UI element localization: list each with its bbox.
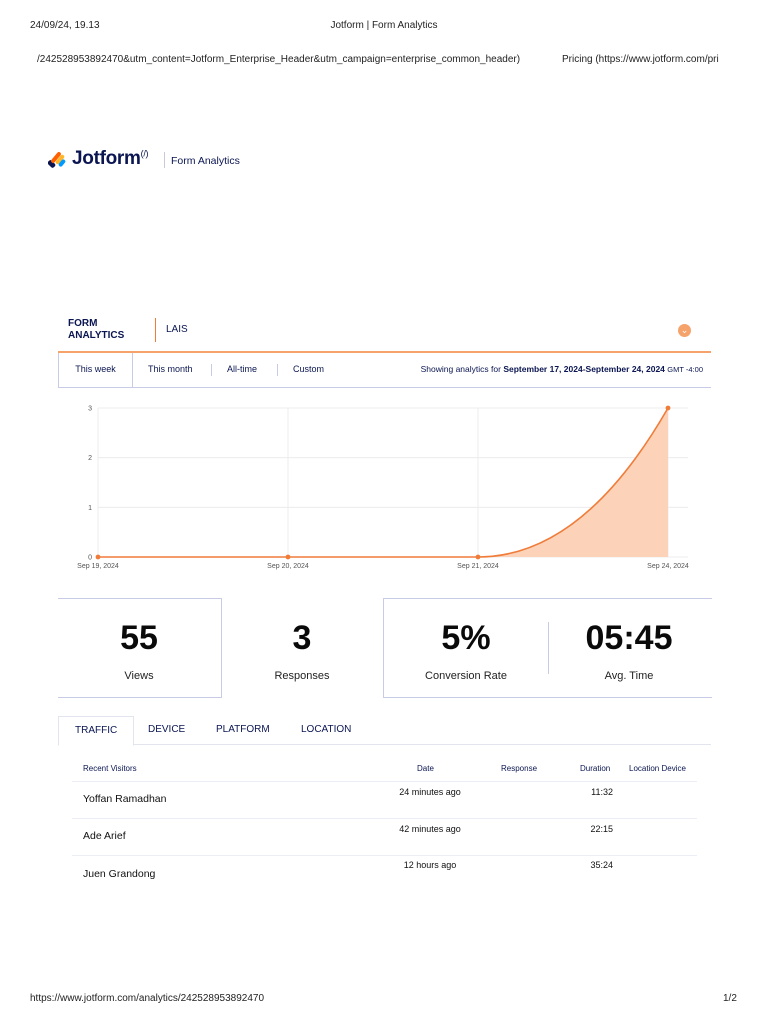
chart-line [98, 407, 669, 558]
stat-value: 3 [292, 619, 312, 657]
visit-duration: 35:24 [590, 860, 613, 870]
tab-this-week[interactable]: This week [58, 353, 133, 387]
stat-value: 05:45 [585, 619, 673, 657]
col-location-device: Location Device [629, 764, 686, 773]
stat-label: Views [124, 670, 154, 682]
print-page-title: Jotform | Form Analytics [330, 20, 438, 31]
visitor-name: Juen Grandong [83, 868, 156, 880]
tab-this-month[interactable]: This month [148, 364, 193, 374]
footer-url: https://www.jotform.com/analytics/242528… [30, 993, 265, 1004]
stat-value: 5% [441, 619, 491, 657]
visit-duration: 11:32 [591, 787, 613, 797]
logo-text: Jotform [72, 148, 141, 169]
jotform-logo[interactable]: Jotform(/) [72, 148, 149, 170]
col-recent-visitors: Recent Visitors [83, 764, 137, 773]
range-timezone: GMT -4:00 [667, 365, 703, 374]
y-tick-label: 0 [88, 555, 92, 562]
x-tick-label: Sep 19, 2024 [77, 563, 119, 570]
tab-location[interactable]: LOCATION [301, 724, 352, 735]
product-name: Form Analytics [171, 155, 240, 167]
col-response: Response [501, 764, 538, 773]
detail-tabs: TRAFFIC DEVICE PLATFORM LOCATION [58, 716, 711, 746]
chart-points [95, 405, 671, 560]
y-tick-label: 3 [88, 406, 92, 413]
date-range-tabs: This week This month All-time Custom Sho… [58, 353, 711, 388]
col-duration: Duration [580, 764, 611, 773]
row-divider [72, 855, 697, 856]
stat-conversion-rate: 5% Conversion Rate [391, 618, 541, 682]
visit-date: 42 minutes ago [399, 824, 461, 834]
form-name: LAIS [166, 324, 188, 335]
stat-value: 55 [120, 619, 158, 657]
col-date: Date [417, 764, 434, 773]
stat-separator [548, 622, 549, 674]
x-tick-label: Sep 24, 2024 [647, 563, 689, 570]
visit-duration: 22:15 [590, 824, 613, 834]
chart-point [285, 554, 291, 560]
stat-label: Responses [274, 670, 330, 682]
tab-traffic[interactable]: TRAFFIC [58, 716, 135, 746]
x-tick-label: Sep 21, 2024 [457, 563, 499, 570]
chevron-down-icon[interactable]: ⌄ [678, 324, 691, 337]
chart-point [665, 405, 671, 411]
tab-device[interactable]: DEVICE [148, 724, 186, 735]
print-url-fragment: /242528953892470&utm_content=Jotform_Ent… [37, 54, 521, 65]
y-tick-label: 1 [88, 505, 92, 512]
form-analytics-title: FORM ANALYTICS [68, 318, 125, 341]
logo-divider [164, 152, 165, 168]
stat-views: 55 Views [64, 618, 214, 682]
header-divider [155, 318, 156, 342]
chart-x-labels: Sep 19, 2024 Sep 20, 2024 Sep 21, 2024 Sep … [77, 563, 689, 570]
analytics-chart: 0 1 2 3 Sep 19, 2024 Sep 20, 2024 Sep 21, 202… [77, 405, 689, 571]
chart-point [95, 554, 101, 560]
tab-custom[interactable]: Custom [293, 364, 325, 374]
visitor-name: Yoffan Ramadhan [83, 793, 167, 805]
jotform-logo-icon[interactable] [48, 150, 66, 170]
header-underline [58, 351, 711, 353]
chart-area [98, 408, 668, 557]
visit-date: 24 minutes ago [399, 787, 461, 797]
tab-separator [211, 364, 212, 376]
visitor-name: Ade Arief [83, 830, 126, 842]
y-tick-label: 2 [88, 455, 92, 462]
stat-avg-time: 05:45 Avg. Time [554, 618, 704, 682]
footer-page-number: 1/2 [723, 993, 737, 1004]
row-divider [72, 818, 697, 819]
x-tick-label: Sep 20, 2024 [267, 563, 309, 570]
tab-separator [277, 364, 278, 376]
pricing-link[interactable]: Pricing (https://www.jotform.com/pri [562, 54, 719, 65]
logo-sup: (/) [140, 148, 149, 159]
tab-all-time[interactable]: All-time [227, 364, 258, 374]
range-prefix: Showing analytics for [420, 364, 501, 374]
range-dates: September 17, 2024-September 24, 2024 [503, 364, 665, 374]
chart-point [475, 554, 481, 560]
stat-label: Avg. Time [604, 670, 654, 682]
row-divider [72, 781, 697, 782]
stat-label: Conversion Rate [425, 670, 507, 682]
chart-y-labels: 0 1 2 3 [88, 406, 92, 562]
stat-responses: 3 Responses [227, 618, 377, 682]
range-info: Showing analytics for September 17, 2024… [421, 353, 703, 386]
views-stat-box [58, 598, 222, 698]
tab-platform[interactable]: PLATFORM [216, 724, 270, 735]
print-datetime: 24/09/24, 19.13 [30, 20, 100, 31]
visit-date: 12 hours ago [403, 860, 457, 870]
conversion-stat-box [383, 598, 712, 698]
